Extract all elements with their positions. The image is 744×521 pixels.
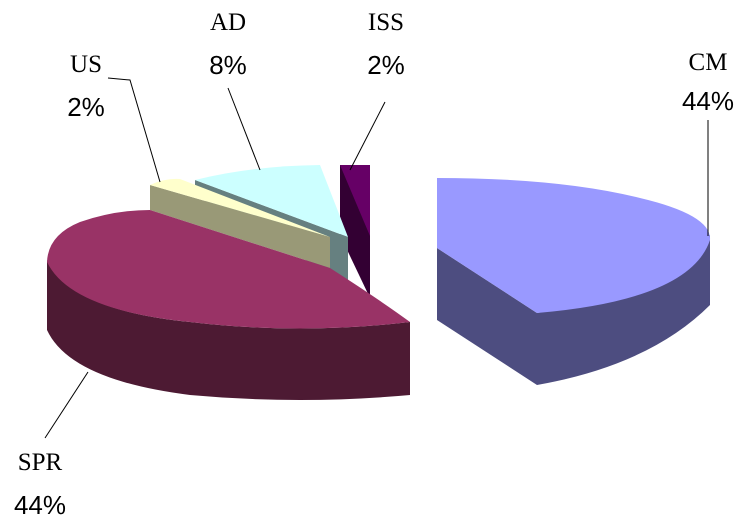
slice-us-top: [150, 178, 330, 237]
slice-us-side: [150, 185, 330, 268]
slice-spr: [47, 210, 410, 400]
leader-line-spr: [44, 371, 89, 439]
slice-iss: [340, 165, 370, 298]
label-cm: CM 44%: [682, 49, 734, 116]
label-us: US 2%: [67, 51, 105, 122]
slice-us: [150, 178, 330, 268]
label-us-name: US: [70, 51, 102, 78]
label-iss: ISS 2%: [367, 9, 405, 80]
slice-cm-front: [437, 248, 537, 385]
leader-line-ad: [227, 87, 261, 171]
slice-cm: [437, 178, 711, 385]
label-iss-name: ISS: [368, 9, 404, 36]
leader-line-us: [107, 77, 161, 183]
slice-iss-top: [340, 165, 370, 236]
label-spr: SPR 44%: [14, 449, 66, 520]
label-spr-name: SPR: [18, 449, 63, 476]
label-us-percent: 2%: [67, 92, 105, 122]
slice-cm-top: [437, 178, 711, 313]
label-iss-percent: 2%: [367, 50, 405, 80]
slice-spr-top: [47, 210, 410, 329]
leader-line-iss: [349, 101, 386, 171]
label-cm-percent: 44%: [682, 86, 734, 116]
label-ad-name: AD: [210, 9, 246, 36]
slice-spr-side: [47, 260, 410, 400]
slice-ad-top: [195, 165, 348, 237]
label-cm-name: CM: [689, 49, 728, 76]
label-spr-percent: 44%: [14, 490, 66, 520]
label-ad: AD 8%: [209, 9, 247, 80]
label-ad-percent: 8%: [209, 50, 247, 80]
